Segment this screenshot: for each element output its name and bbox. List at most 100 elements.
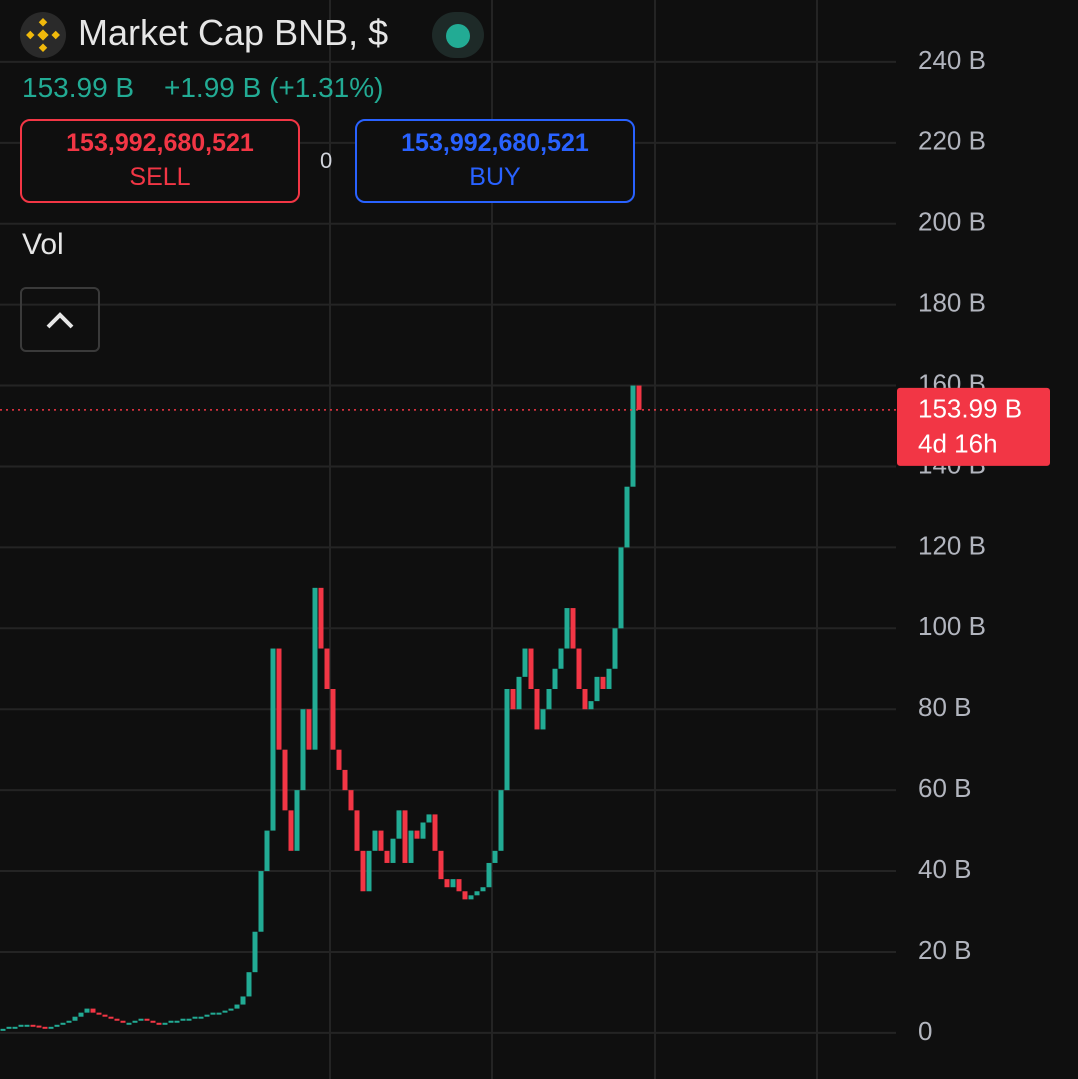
collapse-button[interactable] xyxy=(20,287,100,352)
candle xyxy=(270,648,276,831)
candle xyxy=(528,648,534,689)
candle xyxy=(114,1018,120,1021)
candle xyxy=(534,688,540,730)
candle xyxy=(570,608,576,649)
candle xyxy=(198,1016,204,1019)
candle xyxy=(414,830,420,839)
candle xyxy=(600,676,606,689)
candle xyxy=(366,850,372,892)
candle xyxy=(522,648,528,677)
y-tick-label: 0 xyxy=(918,1016,932,1046)
candle xyxy=(42,1026,48,1029)
candle xyxy=(330,688,336,750)
candle xyxy=(30,1024,36,1027)
title: Market Cap BNB, $ xyxy=(78,12,389,53)
candle xyxy=(540,709,546,730)
last-price-label: 153.99 B xyxy=(918,394,1022,424)
candle xyxy=(144,1018,150,1021)
buy-price: 153,992,680,521 xyxy=(401,129,589,157)
y-tick-label: 240 B xyxy=(918,45,986,75)
candle xyxy=(456,879,462,892)
candle xyxy=(210,1012,216,1015)
candle xyxy=(300,709,306,791)
candle xyxy=(228,1008,234,1011)
candle xyxy=(126,1022,132,1025)
candle xyxy=(348,790,354,811)
candle xyxy=(36,1025,42,1028)
candle xyxy=(96,1012,102,1015)
candle xyxy=(588,701,594,710)
candle xyxy=(468,895,474,900)
candle xyxy=(186,1018,192,1021)
candle xyxy=(354,810,360,851)
candle xyxy=(576,648,582,689)
countdown: 4d 16h xyxy=(918,429,998,459)
candle xyxy=(150,1020,156,1023)
candle xyxy=(138,1018,144,1021)
candle xyxy=(60,1022,66,1025)
candle xyxy=(624,486,630,548)
candle xyxy=(294,790,300,851)
candle xyxy=(372,830,378,851)
candle xyxy=(84,1008,90,1013)
candle xyxy=(276,648,282,750)
candle xyxy=(162,1022,168,1025)
candle xyxy=(594,676,600,702)
candle xyxy=(408,830,414,863)
y-tick-label: 20 B xyxy=(918,935,972,965)
candle xyxy=(180,1018,186,1021)
candle xyxy=(342,769,348,791)
candle xyxy=(252,931,258,973)
candle xyxy=(318,587,324,649)
candle xyxy=(636,385,642,410)
market-status[interactable] xyxy=(432,12,484,58)
candle xyxy=(432,814,438,851)
y-tick-label: 60 B xyxy=(918,773,972,803)
candle xyxy=(222,1010,228,1013)
candle xyxy=(312,587,318,750)
candle xyxy=(498,790,504,851)
candle xyxy=(552,668,558,689)
y-tick-label: 40 B xyxy=(918,854,972,884)
candle xyxy=(480,887,486,892)
candle xyxy=(6,1026,12,1029)
candle xyxy=(396,810,402,839)
candle xyxy=(474,891,480,896)
candle xyxy=(102,1014,108,1017)
candle xyxy=(582,688,588,710)
candle xyxy=(156,1022,162,1025)
candle xyxy=(288,810,294,851)
candle xyxy=(240,996,246,1005)
candle xyxy=(90,1008,96,1013)
candle xyxy=(504,688,510,791)
y-tick-label: 200 B xyxy=(918,207,986,237)
candle xyxy=(546,688,552,710)
candle xyxy=(438,850,444,880)
candle xyxy=(630,385,636,487)
buy-button[interactable]: 153,992,680,521 BUY xyxy=(355,119,635,203)
candle xyxy=(612,628,618,669)
candle xyxy=(204,1014,210,1017)
candle xyxy=(168,1020,174,1023)
candle xyxy=(462,891,468,900)
last-price: 153.99 B xyxy=(22,72,135,103)
candle xyxy=(264,830,270,872)
candle xyxy=(132,1020,138,1023)
sell-label: SELL xyxy=(129,163,191,191)
candle xyxy=(486,862,492,888)
sell-button[interactable]: 153,992,680,521 SELL xyxy=(20,119,300,203)
candle xyxy=(12,1026,18,1029)
buy-label: BUY xyxy=(469,163,521,191)
candle xyxy=(24,1024,30,1027)
candle xyxy=(108,1016,114,1019)
candle xyxy=(420,822,426,839)
candle xyxy=(18,1024,24,1027)
coin-icon xyxy=(20,12,66,58)
candle xyxy=(492,850,498,863)
candle xyxy=(120,1020,126,1023)
candle xyxy=(402,810,408,863)
indicator-label: Vol xyxy=(22,228,64,261)
candle xyxy=(282,749,288,811)
candle xyxy=(216,1012,222,1015)
